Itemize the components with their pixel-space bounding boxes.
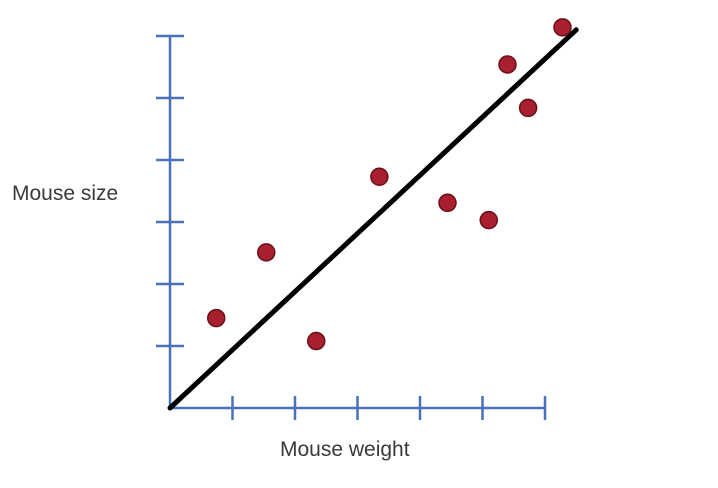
data-point	[498, 55, 517, 74]
data-point	[257, 243, 276, 262]
data-point	[370, 167, 389, 186]
data-point	[479, 210, 498, 230]
data-point	[307, 331, 326, 351]
data-point	[518, 98, 538, 118]
x-axis-label: Mouse weight	[280, 438, 410, 461]
data-point	[553, 18, 572, 37]
trend-line	[167, 27, 579, 411]
y-axis-label: Mouse size	[12, 182, 119, 205]
data-point	[438, 193, 457, 213]
data-point	[207, 308, 226, 328]
